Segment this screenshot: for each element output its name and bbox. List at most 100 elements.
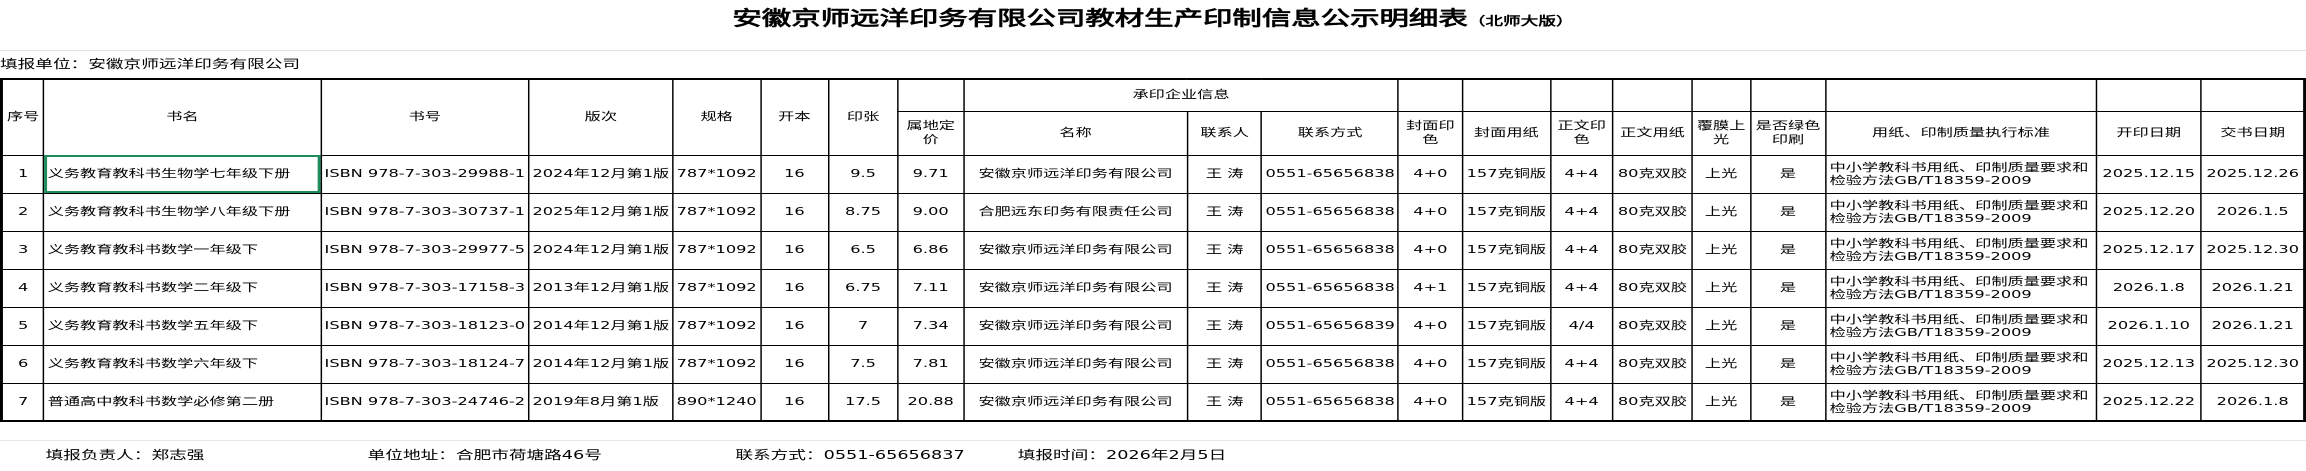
cell-spec[interactable]: 890*1240 <box>672 382 762 422</box>
header-blank[interactable] <box>1749 78 1827 112</box>
header-deliver[interactable]: 交书日期 <box>2200 110 2306 156</box>
cell-lamination[interactable]: 上光 <box>1691 154 1751 194</box>
cell-edition[interactable]: 2024年12月第1版 <box>528 230 674 270</box>
footer-address[interactable]: 单位地址：合肥市荷塘路46号 <box>367 448 602 462</box>
cell-lamination[interactable]: 上光 <box>1691 344 1751 384</box>
cell-green[interactable]: 是 <box>1749 306 1827 346</box>
cell-start[interactable]: 2025.12.15 <box>2095 154 2203 194</box>
cell-deliver[interactable]: 2025.12.30 <box>2200 344 2306 384</box>
cell-printer[interactable]: 安徽京师远洋印务有限公司 <box>962 230 1189 270</box>
cell-sheets[interactable]: 8.75 <box>827 192 899 232</box>
cell-format[interactable]: 16 <box>759 382 830 422</box>
cell-standard[interactable]: 中小学教科书用纸、印制质量要求和检验方法GB/T18359-2009 <box>1825 382 2097 422</box>
cell-sheets[interactable]: 9.5 <box>827 154 899 194</box>
cell-seq[interactable]: 4 <box>0 268 45 308</box>
header-sheets[interactable]: 印张 <box>827 78 899 156</box>
cell-format[interactable]: 16 <box>759 192 830 232</box>
cell-contact[interactable]: 王 涛 <box>1186 230 1263 270</box>
cell-format[interactable]: 16 <box>759 268 830 308</box>
cell-lamination[interactable]: 上光 <box>1691 192 1751 232</box>
cell-name[interactable]: 义务教育教科书生物学八年级下册 <box>43 192 322 232</box>
cell-standard[interactable]: 中小学教科书用纸、印制质量要求和检验方法GB/T18359-2009 <box>1825 192 2097 232</box>
cell-name[interactable]: 义务教育教科书生物学七年级下册 <box>43 154 322 194</box>
cell-start[interactable]: 2025.12.22 <box>2095 382 2203 422</box>
cell-body-color[interactable]: 4+4 <box>1549 382 1614 422</box>
cell-deliver[interactable]: 2026.1.5 <box>2200 192 2306 232</box>
cell-isbn[interactable]: ISBN 978-7-303-29977-5 <box>320 230 530 270</box>
cell-edition[interactable]: 2019年8月第1版 <box>528 382 674 422</box>
header-blank[interactable] <box>1825 78 2097 112</box>
cell-cover-paper[interactable]: 157克铜版 <box>1461 230 1552 270</box>
cell-cover-paper[interactable]: 157克铜版 <box>1461 382 1552 422</box>
cell-phone[interactable]: 0551-65656838 <box>1261 192 1400 232</box>
cell-cover-color[interactable]: 4+0 <box>1397 382 1464 422</box>
cell-spec[interactable]: 787*1092 <box>672 154 762 194</box>
cell-spec[interactable]: 787*1092 <box>672 344 762 384</box>
cell-seq[interactable]: 3 <box>0 230 45 270</box>
header-body-color[interactable]: 正文印色 <box>1549 110 1614 156</box>
cell-sheets[interactable]: 6.75 <box>827 268 899 308</box>
cell-edition[interactable]: 2025年12月第1版 <box>528 192 674 232</box>
header-blank[interactable] <box>897 78 965 112</box>
cell-body-color[interactable]: 4/4 <box>1549 306 1614 346</box>
cell-seq[interactable]: 7 <box>0 382 45 422</box>
cell-spec[interactable]: 787*1092 <box>672 192 762 232</box>
cell-sheets[interactable]: 7 <box>827 306 899 346</box>
cell-standard[interactable]: 中小学教科书用纸、印制质量要求和检验方法GB/T18359-2009 <box>1825 154 2097 194</box>
header-blank[interactable] <box>1549 78 1614 112</box>
cell-green[interactable]: 是 <box>1749 268 1827 308</box>
header-spec[interactable]: 规格 <box>672 78 762 156</box>
cell-format[interactable]: 16 <box>759 306 830 346</box>
header-blank[interactable] <box>1397 78 1464 112</box>
cell-body-color[interactable]: 4+4 <box>1549 230 1614 270</box>
cell-phone[interactable]: 0551-65656838 <box>1261 154 1400 194</box>
cell-sheets[interactable]: 6.5 <box>827 230 899 270</box>
cell-cover-color[interactable]: 4+0 <box>1397 192 1464 232</box>
cell-start[interactable]: 2025.12.13 <box>2095 344 2203 384</box>
cell-phone[interactable]: 0551-65656838 <box>1261 344 1400 384</box>
cell-spec[interactable]: 787*1092 <box>672 306 762 346</box>
cell-isbn[interactable]: ISBN 978-7-303-30737-1 <box>320 192 530 232</box>
cell-body-paper[interactable]: 80克双胶 <box>1612 192 1693 232</box>
cell-name[interactable]: 义务教育教科书数学六年级下 <box>43 344 322 384</box>
cell-seq[interactable]: 5 <box>0 306 45 346</box>
header-blank[interactable] <box>1691 78 1751 112</box>
cell-cover-paper[interactable]: 157克铜版 <box>1461 344 1552 384</box>
cell-standard[interactable]: 中小学教科书用纸、印制质量要求和检验方法GB/T18359-2009 <box>1825 344 2097 384</box>
cell-deliver[interactable]: 2025.12.26 <box>2200 154 2306 194</box>
cell-start[interactable]: 2025.12.20 <box>2095 192 2203 232</box>
cell-phone[interactable]: 0551-65656838 <box>1261 230 1400 270</box>
header-blank[interactable] <box>2200 78 2306 112</box>
cell-lamination[interactable]: 上光 <box>1691 306 1751 346</box>
header-price[interactable]: 属地定价 <box>897 110 965 156</box>
cell-format[interactable]: 16 <box>759 344 830 384</box>
cell-isbn[interactable]: ISBN 978-7-303-24746-2 <box>320 382 530 422</box>
cell-price[interactable]: 20.88 <box>897 382 965 422</box>
cell-green[interactable]: 是 <box>1749 230 1827 270</box>
cell-format[interactable]: 16 <box>759 154 830 194</box>
cell-phone[interactable]: 0551-65656839 <box>1261 306 1400 346</box>
cell-contact[interactable]: 王 涛 <box>1186 306 1263 346</box>
cell-seq[interactable]: 2 <box>0 192 45 232</box>
cell-body-paper[interactable]: 80克双胶 <box>1612 344 1693 384</box>
cell-format[interactable]: 16 <box>759 230 830 270</box>
cell-standard[interactable]: 中小学教科书用纸、印制质量要求和检验方法GB/T18359-2009 <box>1825 306 2097 346</box>
cell-name[interactable]: 义务教育教科书数学二年级下 <box>43 268 322 308</box>
header-blank[interactable] <box>2095 78 2203 112</box>
cell-body-color[interactable]: 4+4 <box>1549 268 1614 308</box>
header-blank[interactable] <box>1612 78 1693 112</box>
header-cover-color[interactable]: 封面印色 <box>1397 110 1464 156</box>
cell-contact[interactable]: 王 涛 <box>1186 192 1263 232</box>
cell-printer[interactable]: 合肥远东印务有限责任公司 <box>962 192 1189 232</box>
cell-green[interactable]: 是 <box>1749 382 1827 422</box>
header-printer[interactable]: 名称 <box>962 110 1189 156</box>
cell-body-paper[interactable]: 80克双胶 <box>1612 306 1693 346</box>
cell-isbn[interactable]: ISBN 978-7-303-29988-1 <box>320 154 530 194</box>
cell-cover-paper[interactable]: 157克铜版 <box>1461 306 1552 346</box>
header-contact[interactable]: 联系人 <box>1186 110 1263 156</box>
cell-seq[interactable]: 1 <box>0 154 45 194</box>
cell-lamination[interactable]: 上光 <box>1691 382 1751 422</box>
cell-contact[interactable]: 王 涛 <box>1186 268 1263 308</box>
cell-green[interactable]: 是 <box>1749 344 1827 384</box>
cell-body-paper[interactable]: 80克双胶 <box>1612 268 1693 308</box>
